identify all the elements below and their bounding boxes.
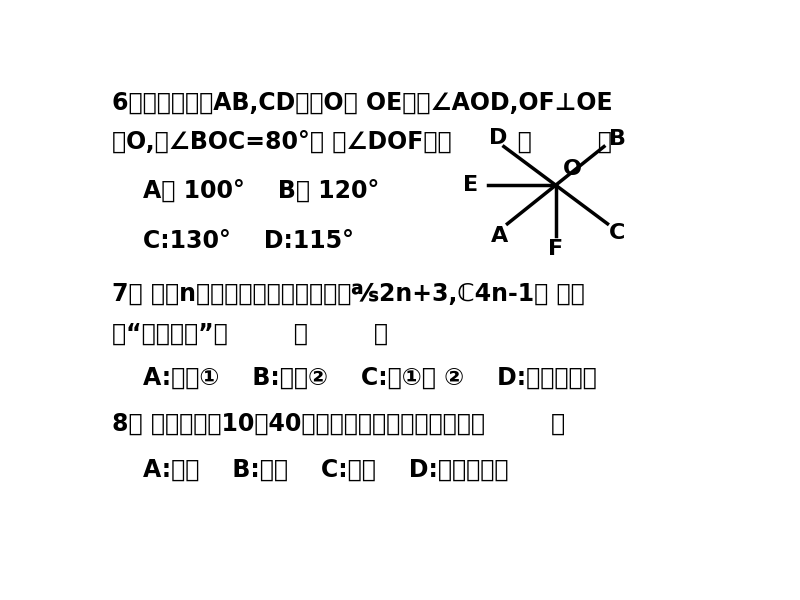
Text: 7： 已知n为整数，现有两个代数式℁2n+3,ℂ4n-1， 能表: 7： 已知n为整数，现有两个代数式℁2n+3,ℂ4n-1， 能表 xyxy=(112,282,585,306)
Text: A:锐角    B:直角    C:鬳角    D:以上都不对: A:锐角 B:直角 C:鬳角 D:以上都不对 xyxy=(143,458,509,482)
Text: 于O,若∠BOC=80°， 则∠DOF等于        （        ）: 于O,若∠BOC=80°， 则∠DOF等于 （ ） xyxy=(112,130,612,154)
Text: A： 100°    B： 120°: A： 100° B： 120° xyxy=(143,178,380,202)
Text: 8： 当时钟走到10点40分时，时针与分针的夹角是（        ）: 8： 当时钟走到10点40分时，时针与分针的夹角是（ ） xyxy=(112,412,566,436)
Text: E: E xyxy=(462,175,478,195)
Text: 6：如图，直线AB,CD交于O， OE平分∠AOD,OF⊥OE: 6：如图，直线AB,CD交于O， OE平分∠AOD,OF⊥OE xyxy=(112,91,613,115)
Text: O: O xyxy=(562,158,582,179)
Text: C:130°    D:115°: C:130° D:115° xyxy=(143,229,354,253)
Text: F: F xyxy=(548,239,563,259)
Text: A: A xyxy=(491,226,508,245)
Text: 示“任意奇数”的        （        ）: 示“任意奇数”的 （ ） xyxy=(112,322,389,346)
Text: B: B xyxy=(609,129,626,149)
Text: C: C xyxy=(610,223,626,242)
Text: D: D xyxy=(490,128,508,148)
Text: A:只有①    B:只有②    C:有①和 ②    D:一个也没有: A:只有① B:只有② C:有①和 ② D:一个也没有 xyxy=(143,365,597,389)
